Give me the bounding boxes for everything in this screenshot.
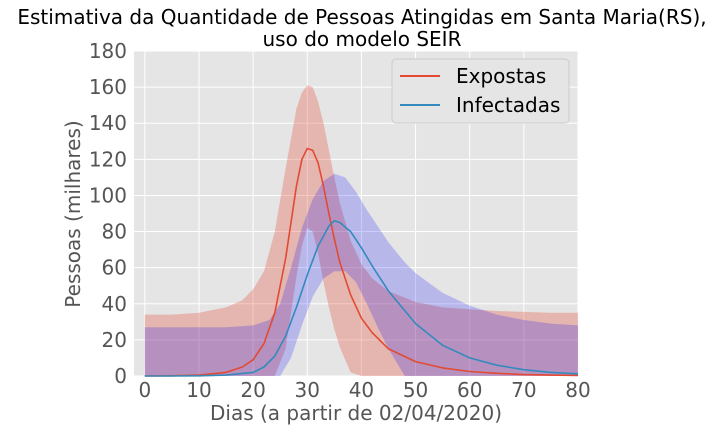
x-axis-ticks: 0 10 20 30 40 50 60 70 80 (138, 378, 590, 402)
y-tick-label: 160 (89, 75, 127, 99)
band-infectadas (144, 173, 579, 376)
legend-label-infectadas: Infectadas (456, 93, 560, 117)
y-axis-label: Pessoas (milhares) (61, 120, 85, 307)
y-tick-label: 100 (89, 183, 127, 207)
x-tick-label: 70 (511, 378, 536, 402)
chart-title-line-1: Estimativa da Quantidade de Pessoas Atin… (17, 5, 706, 29)
chart-title-line-2: uso do modelo SEIR (263, 27, 462, 51)
x-tick-label: 30 (295, 378, 320, 402)
y-tick-label: 20 (102, 328, 127, 352)
y-axis-ticks: 0 20 40 60 80 100 120 140 160 180 (89, 39, 127, 388)
x-tick-label: 50 (403, 378, 428, 402)
line-expostas (144, 147, 579, 377)
line-infectadas (144, 219, 579, 377)
x-tick-label: 40 (349, 378, 374, 402)
x-tick-label: 20 (240, 378, 265, 402)
x-tick-label: 60 (457, 378, 482, 402)
y-tick-label: 40 (102, 292, 127, 316)
y-tick-label: 80 (102, 220, 127, 244)
x-tick-label: 80 (565, 378, 590, 402)
y-tick-label: 180 (89, 39, 127, 63)
y-tick-label: 140 (89, 111, 127, 135)
y-tick-label: 60 (102, 256, 127, 280)
x-tick-label: 0 (138, 378, 151, 402)
legend-label-expostas: Expostas (456, 64, 546, 88)
confidence-bands (144, 85, 579, 377)
band-expostas (144, 85, 579, 377)
series-lines (144, 147, 579, 377)
y-tick-label: 120 (89, 147, 127, 171)
x-axis-label: Dias (a partir de 02/04/2020) (210, 401, 502, 425)
legend: Expostas Infectadas (391, 58, 570, 124)
y-tick-label: 0 (114, 364, 127, 388)
x-tick-label: 10 (186, 378, 211, 402)
